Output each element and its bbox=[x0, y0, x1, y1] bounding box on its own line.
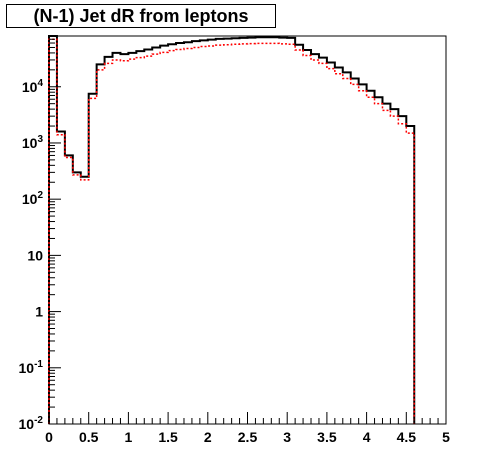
chart-title: (N-1) Jet dR from leptons bbox=[6, 4, 276, 28]
x-tick-label: 3.5 bbox=[317, 429, 337, 445]
x-tick-label: 4.5 bbox=[397, 429, 417, 445]
x-tick-label: 2.5 bbox=[238, 429, 258, 445]
x-tick-label: 1.5 bbox=[158, 429, 178, 445]
series-layer bbox=[48, 35, 416, 424]
x-tick-label: 1 bbox=[125, 429, 133, 445]
x-tick-label: 5 bbox=[442, 429, 450, 445]
series-1-step-line bbox=[48, 38, 415, 424]
axis-layer: 0 0.5 1 1.5 2 2.5 3 3.5 4 4.5 5 10-2 10-1 1 10 102 103 10… bbox=[19, 35, 450, 445]
y-tick-label: 103 bbox=[22, 134, 44, 151]
x-tick-label: 0 bbox=[45, 429, 53, 445]
x-tick-label: 4 bbox=[363, 429, 371, 445]
y-tick-label: 102 bbox=[22, 190, 44, 207]
series-0-step-line bbox=[48, 35, 416, 424]
plot-frame bbox=[48, 35, 447, 425]
y-tick-label: 10-1 bbox=[19, 359, 44, 376]
y-tick-label: 104 bbox=[22, 78, 44, 95]
x-tick-label: 3 bbox=[283, 429, 291, 445]
y-tick-label: 10 bbox=[27, 247, 43, 263]
x-tick-label: 0.5 bbox=[79, 429, 99, 445]
y-tick-label: 1 bbox=[35, 304, 43, 320]
x-tick-label: 2 bbox=[204, 429, 212, 445]
y-tick-label: 10-2 bbox=[19, 415, 44, 432]
